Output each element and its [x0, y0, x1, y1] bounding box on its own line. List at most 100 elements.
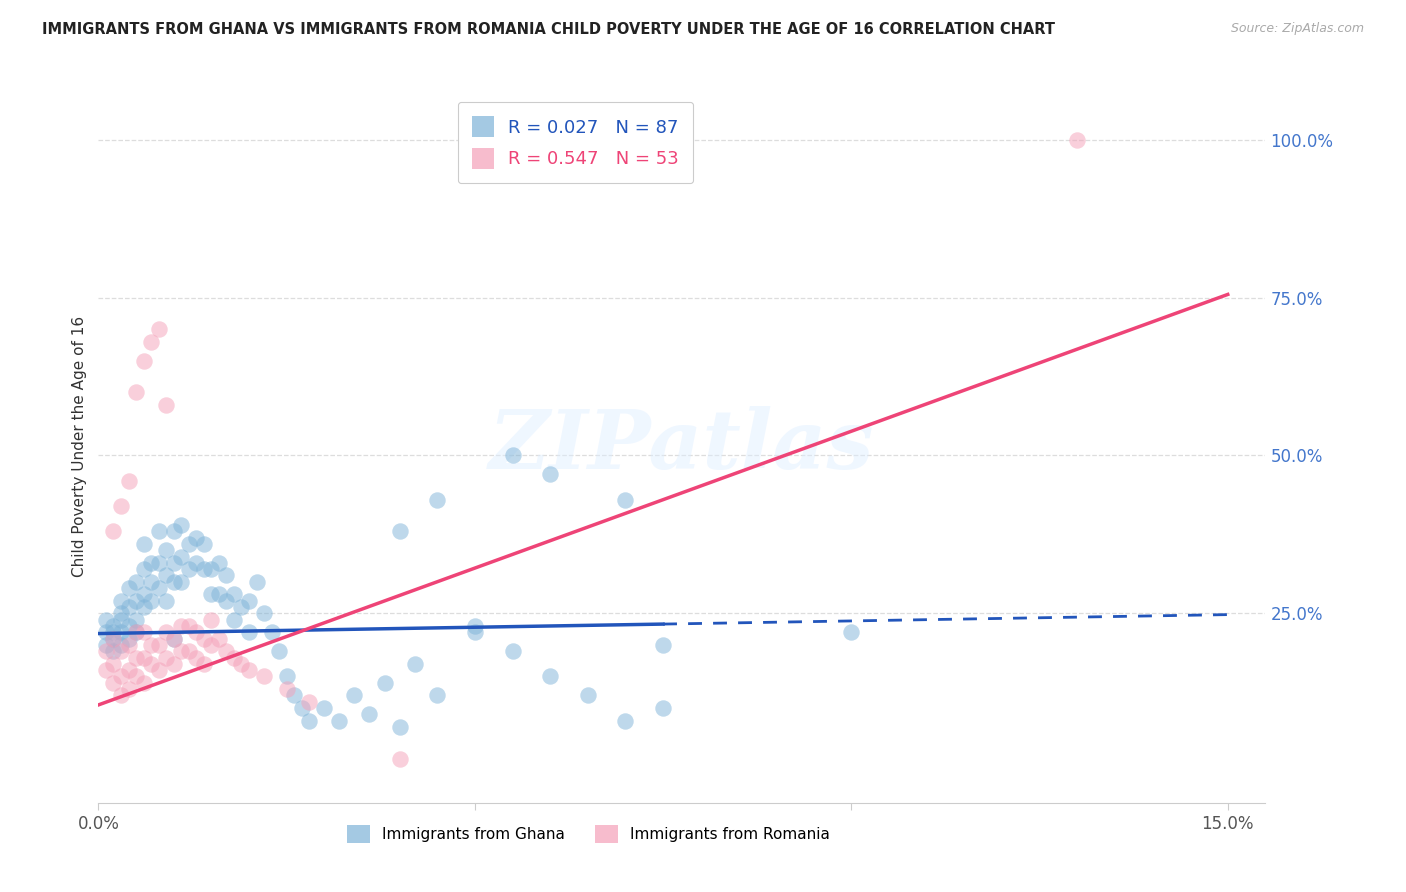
Point	[103, 657, 125, 671]
Point	[110, 607, 132, 621]
Point	[148, 581, 170, 595]
Point	[117, 581, 139, 595]
Point	[388, 720, 411, 734]
Point	[200, 587, 222, 601]
Point	[148, 663, 170, 677]
Point	[298, 695, 321, 709]
Text: ZIPatlas: ZIPatlas	[489, 406, 875, 486]
Point	[155, 593, 177, 607]
Point	[94, 663, 117, 677]
Text: IMMIGRANTS FROM GHANA VS IMMIGRANTS FROM ROMANIA CHILD POVERTY UNDER THE AGE OF : IMMIGRANTS FROM GHANA VS IMMIGRANTS FROM…	[42, 22, 1054, 37]
Legend: Immigrants from Ghana, Immigrants from Romania: Immigrants from Ghana, Immigrants from R…	[340, 819, 837, 848]
Point	[163, 632, 186, 646]
Point	[103, 619, 125, 633]
Point	[148, 524, 170, 539]
Point	[238, 663, 260, 677]
Point	[186, 625, 208, 640]
Point	[177, 619, 200, 633]
Point	[502, 449, 524, 463]
Point	[298, 714, 321, 728]
Point	[343, 689, 366, 703]
Point	[163, 574, 186, 589]
Point	[117, 619, 139, 633]
Point	[186, 556, 208, 570]
Point	[117, 638, 139, 652]
Point	[155, 625, 177, 640]
Point	[163, 632, 186, 646]
Point	[139, 657, 162, 671]
Point	[148, 638, 170, 652]
Point	[132, 600, 155, 615]
Point	[94, 644, 117, 658]
Point	[139, 574, 162, 589]
Point	[139, 638, 162, 652]
Point	[177, 537, 200, 551]
Point	[103, 632, 125, 646]
Point	[260, 625, 283, 640]
Point	[200, 613, 222, 627]
Point	[502, 644, 524, 658]
Point	[155, 568, 177, 582]
Point	[253, 669, 276, 683]
Point	[132, 562, 155, 576]
Point	[132, 650, 155, 665]
Point	[253, 607, 276, 621]
Point	[110, 593, 132, 607]
Point	[231, 657, 253, 671]
Point	[538, 467, 561, 482]
Point	[132, 353, 155, 368]
Point	[314, 701, 336, 715]
Point	[132, 537, 155, 551]
Point	[110, 644, 132, 658]
Point	[94, 613, 117, 627]
Point	[177, 644, 200, 658]
Point	[193, 562, 215, 576]
Point	[283, 689, 305, 703]
Text: Source: ZipAtlas.com: Source: ZipAtlas.com	[1230, 22, 1364, 36]
Point	[193, 537, 215, 551]
Point	[163, 556, 186, 570]
Point	[464, 619, 486, 633]
Point	[291, 701, 314, 715]
Point	[132, 675, 155, 690]
Point	[117, 663, 139, 677]
Point	[208, 587, 231, 601]
Point	[186, 650, 208, 665]
Point	[139, 593, 162, 607]
Point	[614, 714, 637, 728]
Point	[215, 593, 238, 607]
Point	[125, 650, 148, 665]
Y-axis label: Child Poverty Under the Age of 16: Child Poverty Under the Age of 16	[72, 316, 87, 576]
Point	[464, 625, 486, 640]
Point	[170, 549, 193, 564]
Point	[170, 517, 193, 532]
Point	[94, 638, 117, 652]
Point	[193, 632, 215, 646]
Point	[208, 632, 231, 646]
Point	[155, 543, 177, 558]
Point	[132, 587, 155, 601]
Point	[139, 556, 162, 570]
Point	[328, 714, 350, 728]
Point	[388, 524, 411, 539]
Point	[125, 669, 148, 683]
Point	[117, 474, 139, 488]
Point	[839, 625, 862, 640]
Point	[110, 625, 132, 640]
Point	[163, 524, 186, 539]
Point	[148, 556, 170, 570]
Point	[125, 593, 148, 607]
Point	[426, 492, 449, 507]
Point	[373, 675, 395, 690]
Point	[538, 669, 561, 683]
Point	[193, 657, 215, 671]
Point	[208, 556, 231, 570]
Point	[388, 751, 411, 765]
Point	[200, 562, 222, 576]
Point	[222, 650, 245, 665]
Point	[231, 600, 253, 615]
Point	[125, 574, 148, 589]
Point	[238, 593, 260, 607]
Point	[103, 632, 125, 646]
Point	[110, 638, 132, 652]
